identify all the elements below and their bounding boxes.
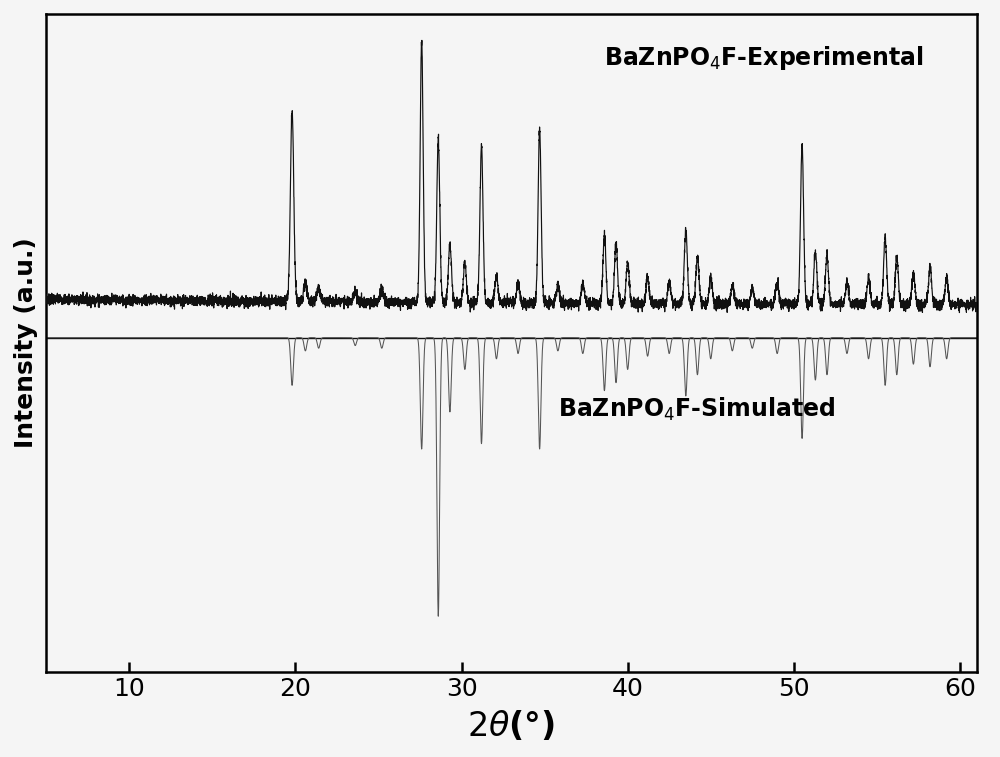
X-axis label: $2\theta$(°): $2\theta$(°) (467, 709, 555, 743)
Text: BaZnPO$_4$F-Experimental: BaZnPO$_4$F-Experimental (604, 43, 924, 71)
Text: BaZnPO$_4$F-Simulated: BaZnPO$_4$F-Simulated (558, 396, 835, 422)
Y-axis label: Intensity (a.u.): Intensity (a.u.) (14, 238, 38, 448)
